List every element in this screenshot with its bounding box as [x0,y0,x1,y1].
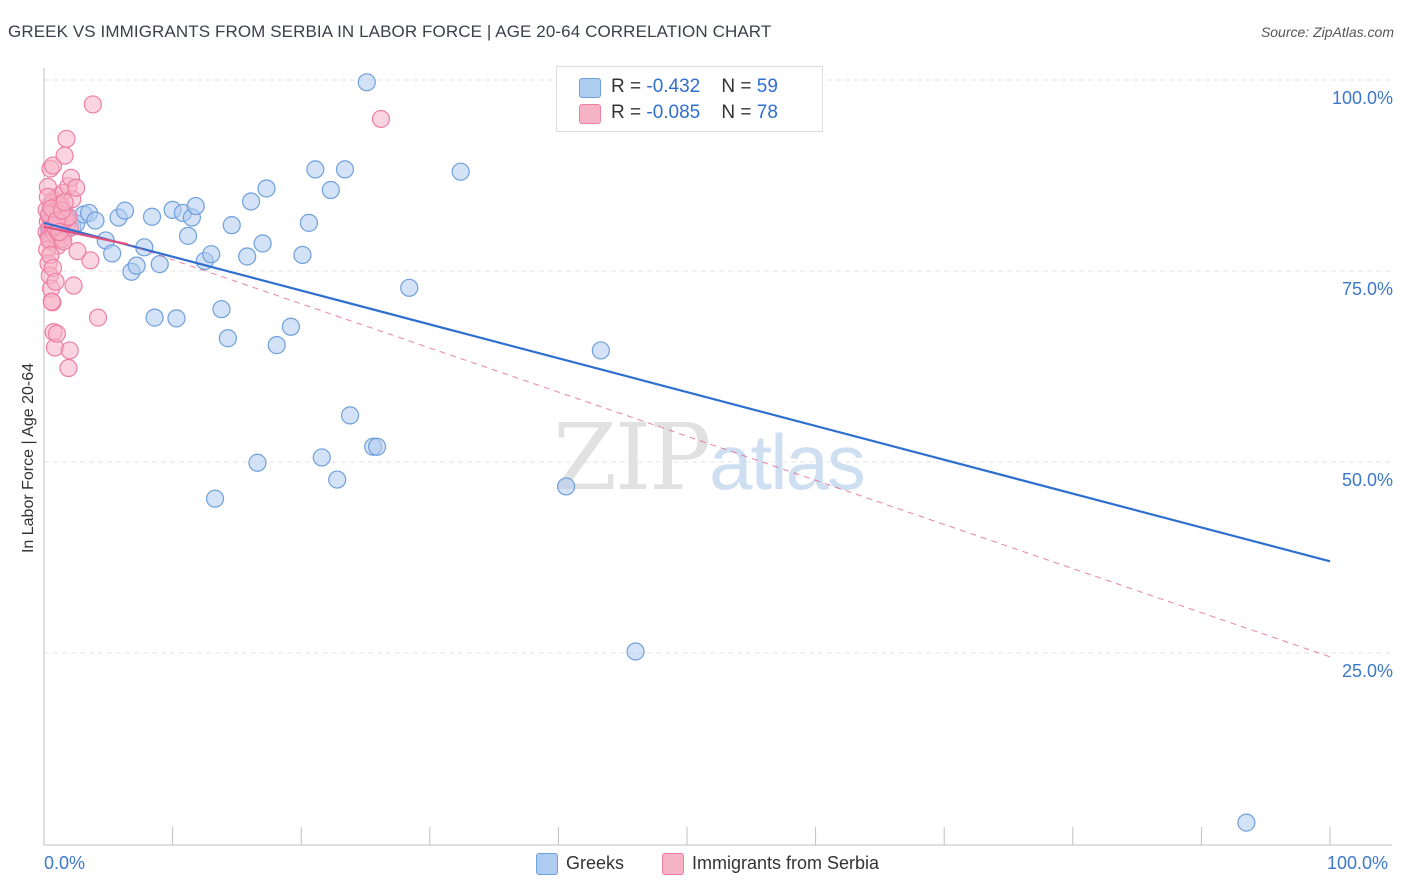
serbia-point [55,193,74,212]
greeks-point [591,341,610,360]
series-legend: Greeks Immigrants from Serbia [0,852,1406,878]
r-label: R = [611,102,647,123]
greeks-point [557,477,576,496]
serbia-point [57,129,76,148]
greeks-point [626,642,645,661]
greeks-point [357,73,376,92]
legend-label: Immigrants from Serbia [692,853,880,873]
legend-label: Greeks [566,853,625,873]
serbia-trend-line [43,225,128,246]
greeks-point [281,317,301,336]
watermark-zip: ZIP [553,404,711,511]
greeks-point [103,244,122,263]
serbia-point [42,292,61,311]
greeks-trend-line [43,221,1331,563]
serbia-point [46,272,65,291]
greeks-point [150,255,169,274]
greeks-point [340,406,360,425]
greeks-point [335,160,355,179]
x-tick-label-max: 100.0% [1327,853,1389,873]
serbia-point [67,178,86,197]
serbia-point [64,276,83,295]
n-value: 59 [756,76,778,97]
greeks-point [178,226,198,245]
greeks-point [312,448,331,467]
serbia-point [68,242,87,261]
r-value: -0.432 [646,76,701,97]
serbia-point [81,251,100,270]
greeks-point [238,247,257,266]
greeks-point [400,278,419,297]
greeks-point [257,179,276,198]
greeks-point [186,196,205,216]
y-tick-label-50: 50.0% [1341,470,1393,490]
serbia-point [371,109,391,129]
chart-source: Source: ZipAtlas.com [1260,24,1394,40]
greeks-point [299,213,319,232]
greeks-point [241,192,261,211]
serbia-trend-line-extended [127,243,1331,658]
greeks-point [205,489,225,508]
serbia-legend-swatch [662,853,684,875]
y-tick-label-25: 25.0% [1341,661,1393,681]
greeks-point [367,437,387,456]
greeks-point [253,234,272,253]
greeks-legend-swatch [536,853,558,875]
greeks-point [222,216,241,235]
n-label: N = [721,102,757,123]
greeks-point [328,470,347,489]
greeks-point [321,180,340,200]
chart-title: GREEK VS IMMIGRANTS FROM SERBIA IN LABOR… [8,22,772,41]
greeks-point [142,207,162,226]
serbia-point [59,358,78,378]
greeks-point [451,162,470,181]
greeks-point [212,300,231,319]
stats-legend-text: R = -0.432 N = 59 [611,76,778,98]
r-value: -0.085 [646,102,701,123]
greeks-point [86,211,105,230]
n-value: 78 [756,102,778,123]
serbia-point [47,324,66,343]
r-label: R = [611,76,647,97]
greeks-point [127,256,146,275]
serbia-point [88,308,108,327]
y-tick-label-75: 75.0% [1341,279,1393,299]
x-tick-label-min: 0.0% [44,853,86,873]
greeks-swatch [579,78,601,98]
greeks-point [167,309,186,328]
serbia-swatch [579,104,601,124]
greeks-point [293,245,312,265]
serbia-point [55,146,74,165]
n-label: N = [721,76,757,97]
greeks-point [1237,813,1256,832]
stats-legend: R = -0.432 N = 59 R = -0.085 N = 78 [556,66,823,132]
greeks-point [202,245,221,264]
greeks-point [145,308,164,327]
serbia-point [43,156,63,175]
greeks-point [306,160,325,179]
stats-legend-text: R = -0.085 N = 78 [611,102,778,124]
serbia-point [83,95,102,114]
serbia-point [60,341,79,360]
greeks-point [218,329,237,348]
greeks-point [115,201,135,220]
y-tick-label-100: 100.0% [1331,88,1393,108]
greeks-point [267,336,286,355]
greeks-point [248,453,267,472]
